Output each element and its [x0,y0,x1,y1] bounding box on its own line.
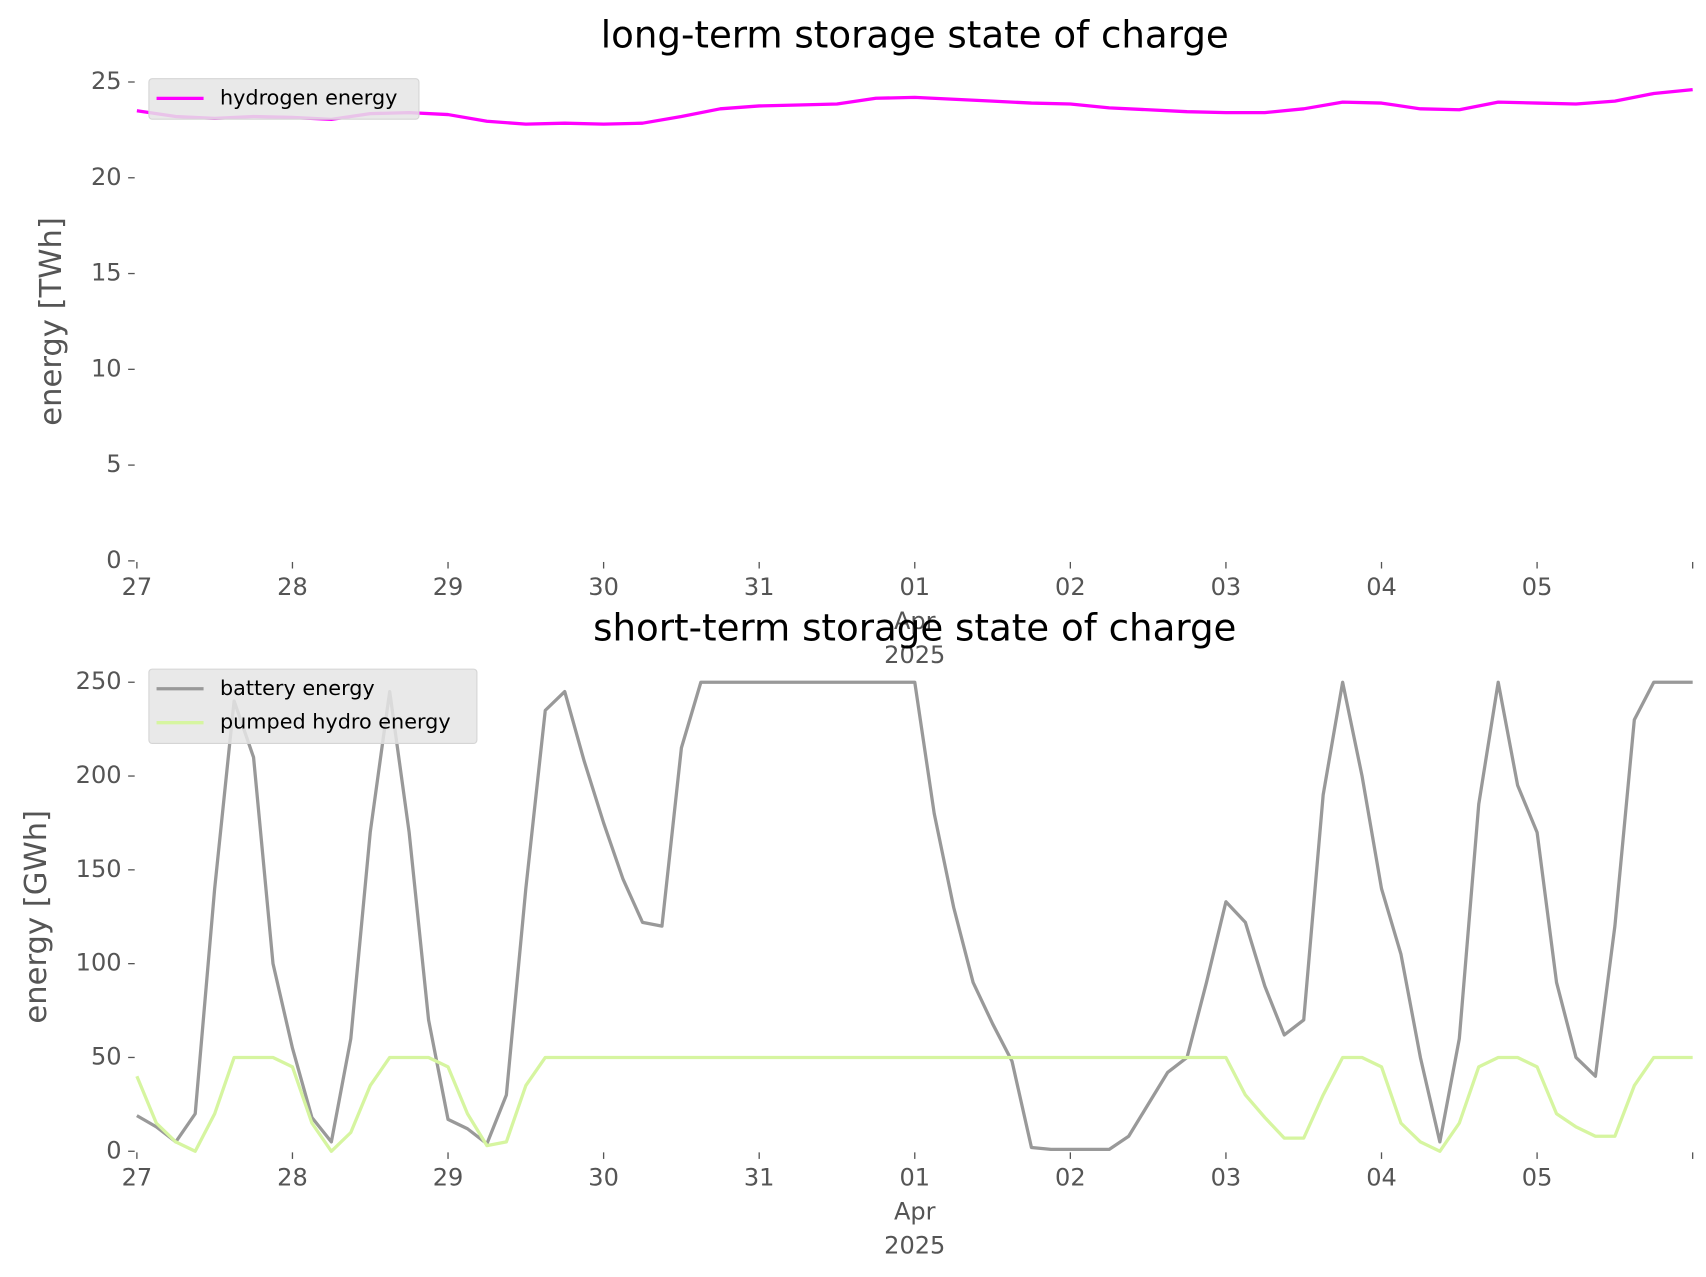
y-tick-label: 0 [106,1136,121,1164]
y-tick-label: 50 [91,1042,122,1070]
data-line [136,680,1693,1152]
y-tick-label: 150 [76,855,122,883]
legend-box [148,78,420,120]
y-tick-label: 10 [91,354,122,382]
x-tick-label: 27 [122,1164,153,1192]
x-tick-label: 01 Apr 2025 [884,573,945,669]
x-tick-label: 27 [122,573,153,601]
x-tick-label: 02 [1055,573,1086,601]
y-tick-label: 25 [91,67,122,95]
data-line [135,1055,1693,1153]
y-tick-label: 200 [76,761,122,789]
x-tick-label: 31 [744,1164,775,1192]
x-tick-label: 29 [433,1164,464,1192]
y-tick-label: 0 [106,546,121,574]
x-tick-label: 28 [277,1164,308,1192]
x-tick-label: 03 [1211,573,1242,601]
y-tick-label: 250 [76,667,122,695]
legend-label: battery energy [220,676,375,700]
x-tick-label: 01 Apr 2025 [884,1164,945,1260]
legend-label: pumped hydro energy [220,710,451,734]
x-tick-label: 04 [1366,573,1397,601]
x-tick-label: 28 [277,573,308,601]
y-tick-label: 5 [106,450,121,478]
x-tick-label: 04 [1366,1164,1397,1192]
x-tick-label: 03 [1211,1164,1242,1192]
chart-title: long-term storage state of charge [601,13,1229,57]
y-axis-label: energy [GWh] [19,810,54,1024]
y-tick-label: 20 [91,163,122,191]
y-tick-label: 15 [91,259,122,287]
y-tick-label: 100 [76,949,122,977]
x-tick-label: 05 [1522,1164,1553,1192]
chart-title: short-term storage state of charge [593,605,1236,649]
x-tick-label: 31 [744,573,775,601]
x-tick-label: 05 [1522,573,1553,601]
x-tick-label: 30 [588,1164,619,1192]
legend-box [148,668,478,745]
y-axis-label: energy [TWh] [34,217,69,426]
x-tick-label: 29 [433,573,464,601]
x-tick-label: 02 [1055,1164,1086,1192]
legend-label: hydrogen energy [220,85,397,109]
x-tick-label: 30 [588,573,619,601]
